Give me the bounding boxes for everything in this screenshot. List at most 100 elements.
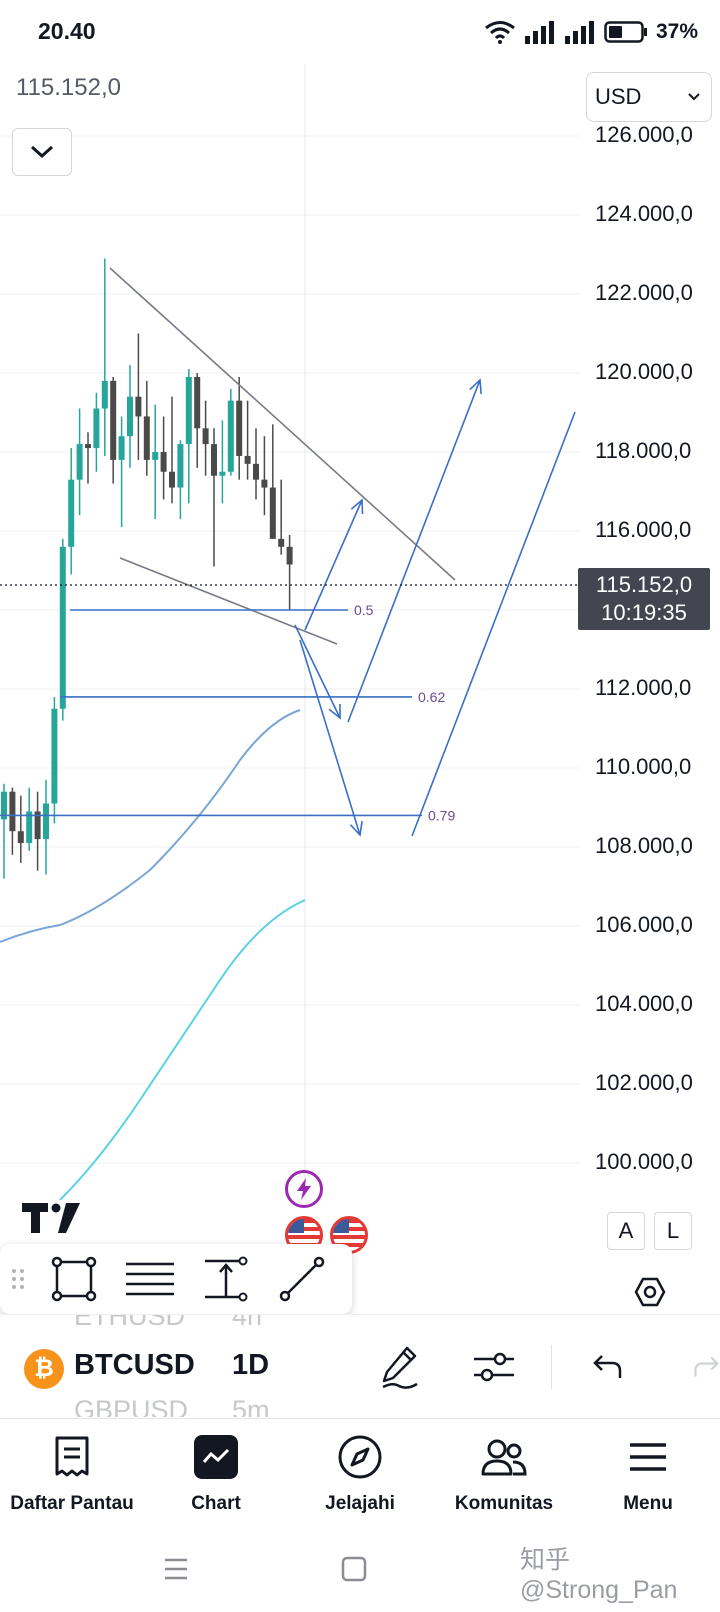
hexagon-settings-icon <box>634 1277 666 1307</box>
redo-button[interactable] <box>672 1339 720 1395</box>
candle-body <box>1 791 7 820</box>
candle-body <box>261 479 268 488</box>
currency-select[interactable]: USD <box>586 72 712 122</box>
nav-community[interactable]: Komunitas <box>432 1419 576 1535</box>
current-price-value: 115.152,0 <box>595 572 693 597</box>
next-symbol[interactable]: GBPUSD <box>74 1395 189 1417</box>
candle-body <box>152 452 159 460</box>
candle-body <box>110 380 117 460</box>
indicators-button[interactable] <box>464 1339 524 1395</box>
candle-body <box>194 376 201 429</box>
price-axis-label: 124.000,0 <box>595 201 693 226</box>
candle-body <box>227 400 234 472</box>
candle-body <box>219 471 226 476</box>
projection-arrow-head <box>469 378 482 395</box>
projection-arrow-head <box>328 703 341 720</box>
nav-watchlist[interactable]: Daftar Pantau <box>0 1419 144 1535</box>
chevron-down-icon <box>30 145 54 159</box>
log-scale-button[interactable]: L <box>654 1212 692 1250</box>
candle-body <box>286 546 293 565</box>
candle-body <box>59 546 66 709</box>
trend-line-tool-button[interactable] <box>264 1244 340 1314</box>
undo-button[interactable] <box>578 1339 638 1395</box>
candle-body <box>202 428 209 445</box>
price-range-tool-button[interactable] <box>188 1244 264 1314</box>
wedge-lower-trendline <box>119 557 338 645</box>
collapse-button[interactable] <box>12 128 72 176</box>
candle-countdown: 10:19:35 <box>601 600 687 625</box>
price-axis-label: 110.000,0 <box>595 754 692 779</box>
interval-selector[interactable]: 1D <box>232 1349 270 1381</box>
status-bar: 20.40 37% <box>0 0 720 64</box>
nav-chart[interactable]: Chart <box>144 1419 288 1535</box>
price-axis-label: 100.000,0 <box>595 1149 693 1174</box>
projection-arrow-head <box>350 498 364 515</box>
redo-icon <box>694 1356 719 1377</box>
candle-body <box>93 408 100 449</box>
price-axis-label: 126.000,0 <box>595 122 693 147</box>
event-flash-icon[interactable] <box>285 1170 323 1208</box>
home-icon[interactable] <box>341 1556 367 1582</box>
prev-symbol[interactable]: ETHUSD <box>74 1314 186 1331</box>
candle-body <box>169 471 175 488</box>
candle-body <box>135 396 142 417</box>
price-axis-label: 120.000,0 <box>595 359 693 384</box>
candle-body <box>278 538 285 547</box>
candle-body <box>185 376 192 445</box>
fib-lines-icon <box>126 1262 174 1296</box>
bottom-nav: Daftar Pantau Chart Jelajahi Komunitas M… <box>0 1418 720 1535</box>
candle-body <box>101 380 108 409</box>
watchlist-icon <box>48 1433 96 1481</box>
sliders-icon <box>474 1352 514 1382</box>
prev-interval[interactable]: 4h <box>232 1314 263 1331</box>
candle-body <box>177 444 184 488</box>
price-range-icon <box>205 1256 248 1302</box>
candle-body <box>160 452 167 472</box>
recents-icon[interactable] <box>163 1556 189 1582</box>
candle-body <box>9 791 16 832</box>
nav-label: Komunitas <box>454 1493 554 1514</box>
pencil-icon <box>382 1346 418 1389</box>
signal-icon-2 <box>564 21 594 44</box>
system-nav-bar <box>0 1534 720 1612</box>
trend-line-icon <box>279 1256 325 1302</box>
chart-icon <box>192 1433 240 1481</box>
candle-body <box>17 831 24 844</box>
price-axis-label: 104.000,0 <box>595 991 693 1016</box>
next-interval[interactable]: 5m <box>232 1395 270 1417</box>
candle-body <box>51 708 58 804</box>
price-axis-label: 102.000,0 <box>595 1070 693 1095</box>
nav-label: Jelajahi <box>325 1493 395 1514</box>
projection-arrow <box>299 639 361 836</box>
projection-arrow <box>347 379 481 723</box>
candle-body <box>34 811 41 840</box>
rectangle-tool-button[interactable] <box>36 1244 112 1314</box>
header-price: 115.152,0 <box>16 74 121 101</box>
fib-retracement-tool-button[interactable] <box>112 1244 188 1314</box>
drawing-toolbar <box>0 1244 352 1314</box>
candle-body <box>43 803 49 840</box>
chart-settings-button[interactable] <box>628 1270 672 1314</box>
price-axis-label: 116.000,0 <box>595 517 692 542</box>
candle-body <box>76 444 83 480</box>
nav-menu[interactable]: Menu <box>576 1419 720 1535</box>
price-chart[interactable]: 0.5 0.62 0.79 <box>0 64 720 1200</box>
price-axis-label: 106.000,0 <box>595 912 693 937</box>
nav-label: Menu <box>623 1493 673 1514</box>
chart-area[interactable]: 0.5 0.62 0.79 <box>0 64 720 1200</box>
menu-icon <box>624 1433 672 1481</box>
signal-icon <box>524 21 554 44</box>
symbol-selector[interactable]: BTCUSD <box>74 1349 195 1381</box>
community-icon <box>480 1433 528 1481</box>
candle-body <box>269 487 276 539</box>
fib-level-label: 0.79 <box>428 807 455 823</box>
drawing-tools-button[interactable] <box>370 1339 430 1395</box>
projection-arrow <box>304 499 363 631</box>
candle-body <box>253 463 259 480</box>
nav-explore[interactable]: Jelajahi <box>288 1419 432 1535</box>
projection-arrow <box>294 624 341 719</box>
drag-handle-icon[interactable] <box>0 1244 36 1314</box>
auto-scale-button[interactable]: A <box>607 1212 645 1250</box>
candle-body <box>118 436 125 460</box>
fib-level-label: 0.62 <box>418 689 445 705</box>
